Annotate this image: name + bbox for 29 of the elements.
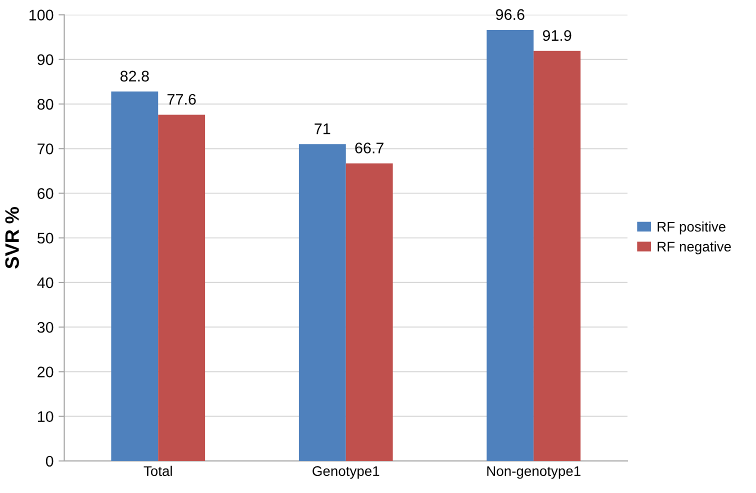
bar (486, 30, 534, 461)
bar (111, 92, 158, 461)
legend-label: RF negative (658, 241, 731, 254)
y-axis-title: SVR % (5, 207, 19, 269)
legend-label: RF positive (658, 221, 726, 234)
data-label: 96.6 (496, 9, 524, 20)
y-tick-label: 80 (38, 98, 54, 110)
x-tick-label: Total (144, 466, 172, 476)
data-label: 91.9 (542, 30, 572, 41)
bar (298, 144, 346, 461)
data-label: 66.7 (355, 142, 384, 154)
bar (534, 50, 581, 461)
y-tick-label: 20 (38, 366, 54, 378)
y-tick-label: 60 (38, 188, 54, 199)
data-label: 71 (314, 124, 330, 134)
y-tick-label: 50 (37, 232, 54, 244)
data-label: 82.8 (120, 70, 149, 82)
y-tick-label: 10 (38, 411, 54, 422)
x-tick-label: Non-genotype1 (487, 466, 580, 479)
bar (346, 163, 393, 461)
y-tick-label: 30 (37, 322, 54, 333)
y-tick-label: 100 (30, 10, 54, 20)
data-label: 77.6 (168, 94, 196, 105)
y-tick-label: 0 (46, 456, 54, 467)
bar (158, 114, 206, 461)
x-tick-label: Genotype1 (312, 466, 380, 479)
y-tick-label: 40 (37, 277, 54, 288)
y-tick-label: 70 (38, 144, 54, 154)
y-tick-label: 90 (38, 54, 54, 66)
